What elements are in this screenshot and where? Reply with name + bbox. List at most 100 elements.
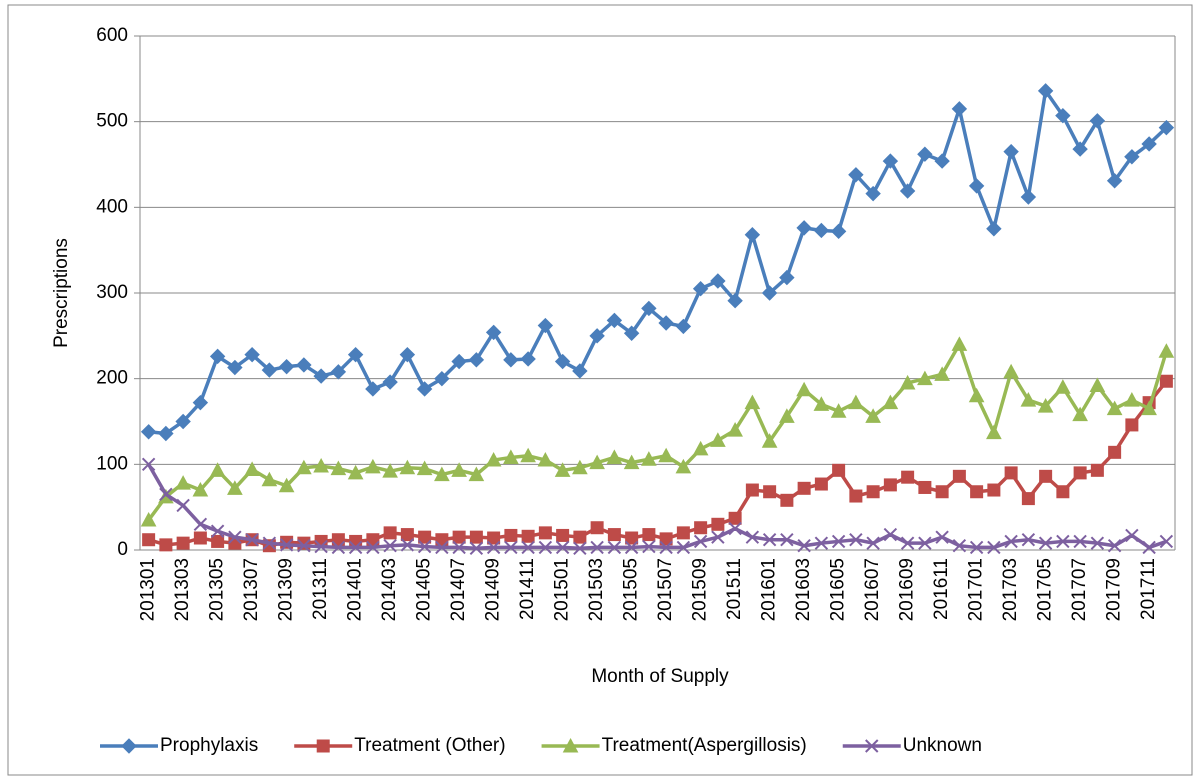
point — [813, 222, 830, 239]
point — [797, 539, 811, 553]
point — [175, 475, 191, 490]
point — [625, 531, 639, 545]
point — [848, 394, 864, 410]
point — [813, 396, 830, 411]
point — [779, 269, 795, 286]
point — [554, 353, 571, 370]
point — [1021, 533, 1036, 547]
x-tick-label: 201405 — [414, 558, 435, 621]
point — [952, 469, 966, 483]
series-line — [147, 463, 1167, 551]
point — [658, 315, 674, 331]
point — [573, 530, 587, 544]
point — [987, 483, 1001, 497]
x-tick-label: 201303 — [172, 558, 193, 621]
point — [382, 374, 398, 390]
point — [1004, 466, 1018, 480]
point — [140, 511, 157, 527]
point — [366, 540, 380, 555]
point — [313, 457, 329, 473]
point — [244, 346, 260, 363]
point — [901, 470, 915, 484]
point — [642, 528, 656, 542]
point — [452, 530, 466, 544]
point — [918, 480, 932, 494]
point — [278, 358, 295, 375]
point — [866, 536, 880, 550]
point — [1124, 392, 1140, 407]
point — [485, 451, 502, 467]
point — [676, 526, 690, 540]
point — [606, 312, 623, 329]
x-tick-label: 201311 — [310, 558, 331, 620]
y-tick-label: 200 — [96, 368, 128, 389]
point — [504, 540, 518, 555]
point — [331, 540, 346, 555]
point — [383, 526, 397, 540]
y-tick-label: 300 — [96, 282, 128, 303]
point — [556, 528, 570, 542]
x-tick-label: 201701 — [966, 558, 987, 621]
point — [487, 531, 501, 545]
point — [814, 477, 828, 491]
point — [899, 374, 916, 390]
point — [951, 336, 968, 351]
point — [694, 521, 708, 535]
point — [504, 528, 518, 542]
point — [728, 511, 742, 525]
point — [951, 101, 968, 117]
point — [589, 328, 605, 344]
point — [692, 440, 709, 456]
point — [159, 538, 173, 552]
point — [935, 485, 949, 499]
point — [244, 461, 260, 476]
legend-label: Treatment (Other) — [354, 735, 505, 756]
point — [1125, 418, 1139, 432]
point — [572, 363, 588, 379]
point — [1089, 113, 1106, 129]
point — [917, 370, 933, 386]
point — [1039, 469, 1053, 483]
point — [866, 485, 880, 499]
point — [192, 481, 209, 497]
point — [158, 425, 174, 442]
point — [727, 422, 743, 437]
point — [1158, 343, 1175, 358]
point — [692, 281, 709, 297]
point — [297, 539, 311, 553]
point — [1090, 463, 1104, 477]
point — [711, 530, 725, 544]
point — [537, 317, 554, 334]
point — [1106, 173, 1123, 189]
point — [142, 533, 156, 547]
point — [245, 533, 259, 547]
y-tick-label: 100 — [96, 453, 128, 474]
point — [1021, 492, 1035, 506]
point — [693, 534, 708, 549]
point — [882, 153, 899, 169]
point — [1107, 539, 1122, 553]
point — [968, 178, 985, 194]
point — [744, 227, 761, 243]
point — [658, 447, 674, 463]
point — [797, 481, 811, 495]
point — [986, 221, 1002, 237]
point — [952, 539, 967, 553]
point — [676, 540, 691, 555]
legend-marker — [316, 739, 330, 753]
point — [1106, 400, 1123, 416]
point — [313, 368, 329, 384]
point — [641, 300, 657, 317]
x-tick-label: 201403 — [379, 558, 400, 621]
point — [1037, 83, 1054, 99]
point — [400, 538, 415, 552]
point — [970, 485, 984, 499]
point — [968, 387, 985, 403]
point — [330, 364, 347, 380]
point — [623, 454, 640, 470]
point — [399, 459, 416, 475]
x-tick-label: 201507 — [655, 558, 676, 621]
point — [814, 536, 829, 550]
point — [416, 381, 433, 397]
